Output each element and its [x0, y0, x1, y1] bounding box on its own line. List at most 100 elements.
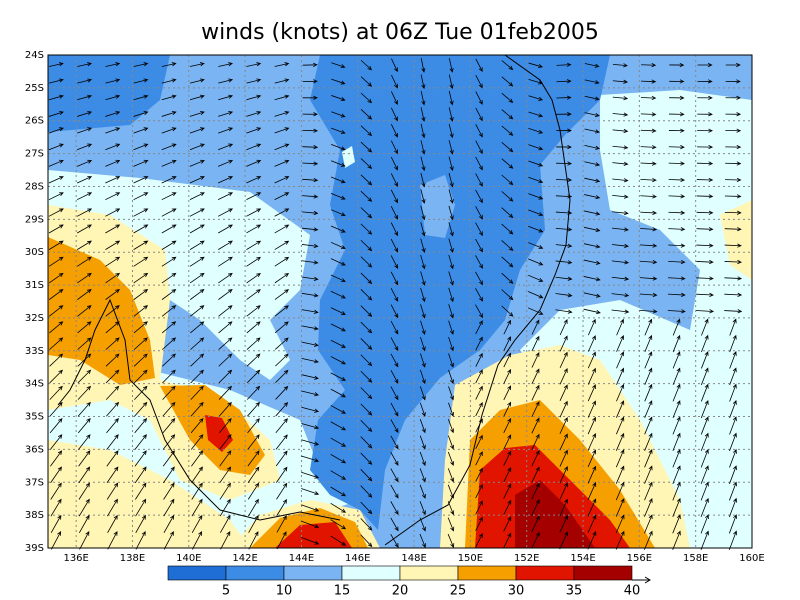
wind-arrow — [331, 62, 346, 69]
wind-arrow — [556, 177, 573, 183]
wind-arrow — [390, 370, 399, 384]
wind-arrow — [448, 74, 454, 90]
wind-arrow — [696, 194, 714, 199]
wind-arrow — [390, 304, 399, 319]
wind-arrow — [555, 309, 573, 314]
wind-arrow — [77, 78, 93, 84]
wind-arrow — [503, 483, 512, 499]
wind-arrow — [700, 481, 709, 501]
wind-arrow — [301, 536, 320, 545]
wind-arrow — [360, 289, 373, 301]
wind-arrow — [672, 530, 681, 550]
wind-arrow — [360, 207, 373, 219]
wind-arrow — [301, 520, 320, 529]
wind-arrow — [49, 62, 64, 67]
wind-arrow — [48, 143, 64, 151]
y-tick-label: 33S — [25, 346, 44, 357]
wind-arrow — [448, 419, 455, 434]
contour-fill — [48, 55, 752, 548]
wind-arrow — [729, 465, 737, 485]
wind-arrow — [501, 207, 514, 219]
wind-arrow — [190, 434, 204, 450]
wind-arrow — [587, 318, 596, 336]
wind-arrow — [330, 176, 346, 184]
wind-arrow — [78, 466, 91, 484]
wind-arrow — [420, 369, 426, 385]
wind-arrow — [360, 59, 373, 71]
wind-arrow — [448, 271, 454, 286]
wind-arrow — [555, 194, 573, 199]
wind-arrow — [133, 192, 149, 201]
wind-arrow — [218, 256, 233, 267]
wind-arrow — [360, 174, 373, 186]
wind-arrow — [724, 276, 743, 281]
wind-arrow — [725, 79, 741, 84]
wind-arrow — [528, 176, 544, 184]
wind-arrow — [583, 276, 601, 282]
wind-arrow — [302, 112, 318, 117]
colorbar-label: 40 — [624, 584, 641, 599]
wind-arrow — [219, 450, 232, 467]
wind-arrow — [390, 468, 399, 483]
wind-arrow — [587, 482, 597, 501]
wind-arrow — [644, 432, 653, 451]
wind-arrow — [584, 161, 601, 167]
colorbar: 5 10 15 20 25 30 35 40 — [167, 565, 651, 599]
wind-arrow — [697, 128, 713, 133]
wind-arrow — [133, 78, 149, 84]
wind-arrow — [696, 210, 714, 215]
wind-arrow — [531, 515, 540, 533]
wind-arrow — [531, 466, 540, 483]
wind-arrow — [612, 128, 629, 134]
wind-arrow — [246, 305, 261, 317]
wind-arrow — [49, 385, 63, 400]
wind-arrow — [555, 210, 573, 215]
wind-arrow — [161, 321, 177, 334]
wind-arrow — [729, 399, 737, 419]
wind-arrow — [616, 334, 625, 352]
wind-arrow — [247, 401, 260, 417]
y-tick-label: 30S — [25, 247, 44, 258]
wind-arrow — [390, 238, 399, 253]
wind-arrow — [419, 484, 426, 499]
wind-arrow — [419, 517, 426, 532]
wind-arrow — [106, 401, 120, 417]
wind-arrow — [448, 222, 454, 237]
wind-arrow — [105, 305, 120, 317]
x-tick-label: 156E — [627, 553, 652, 564]
wind-arrow — [134, 401, 148, 417]
wind-arrow — [301, 358, 319, 364]
wind-arrow — [190, 321, 205, 334]
wind-arrow — [475, 336, 483, 351]
wind-arrow — [447, 435, 455, 450]
colorbar-label: 10 — [276, 584, 293, 599]
wind-arrow — [390, 124, 398, 138]
wind-vectors — [48, 58, 743, 551]
wind-arrow — [274, 272, 290, 284]
wind-arrow — [559, 319, 568, 336]
wind-arrow — [501, 174, 514, 186]
wind-arrow — [189, 224, 205, 234]
wind-arrow — [161, 289, 177, 300]
wind-arrow — [644, 367, 653, 385]
wind-arrow — [246, 111, 262, 117]
wind-arrow — [360, 190, 373, 202]
wind-arrow — [77, 94, 93, 101]
x-tick-label: 158E — [683, 553, 708, 564]
wind-arrow — [274, 240, 290, 250]
wind-arrow — [189, 272, 205, 284]
wind-arrow — [501, 240, 514, 251]
wind-arrow — [559, 335, 568, 352]
wind-arrow — [48, 111, 64, 117]
wind-arrow — [162, 401, 176, 417]
wind-arrow — [503, 385, 512, 401]
wind-arrow — [161, 78, 177, 84]
wind-arrow — [531, 433, 540, 450]
x-tick-label: 142E — [232, 553, 257, 564]
wind-arrow — [420, 287, 426, 303]
wind-arrow — [640, 161, 657, 166]
wind-arrow — [330, 241, 346, 250]
wind-arrow — [218, 369, 233, 384]
wind-arrow — [330, 454, 347, 464]
